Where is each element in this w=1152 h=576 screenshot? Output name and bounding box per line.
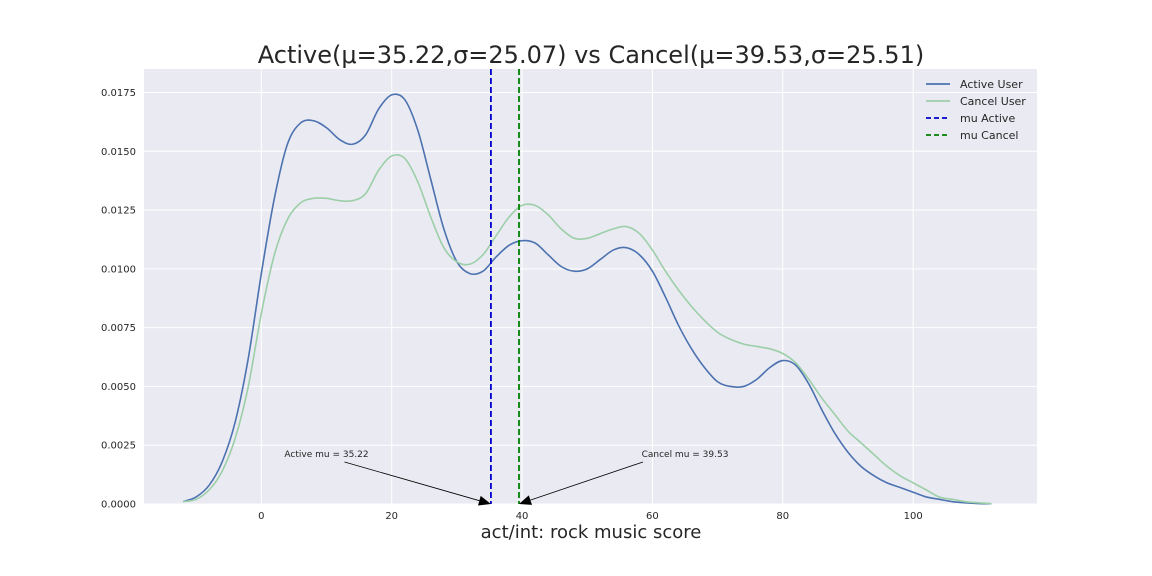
legend: Active User Cancel User mu Active mu Cancel — [926, 78, 1026, 142]
annotations: Active mu = 35.22 Cancel mu = 39.53 — [284, 450, 728, 506]
legend-label: mu Active — [960, 112, 1015, 125]
x-tick-label: 100 — [904, 511, 923, 522]
annotation-arrow-line — [530, 461, 644, 501]
y-tick-label: 0.0100 — [101, 264, 136, 275]
y-tick-label: 0.0075 — [101, 323, 136, 334]
y-tick-label: 0.0000 — [101, 500, 136, 511]
annotation-arrow-head — [478, 495, 491, 506]
x-tick-labels: 0 20 40 60 80 100 — [258, 511, 923, 522]
x-tick-label: 80 — [776, 511, 789, 522]
annotation-arrow-head — [519, 495, 532, 505]
plot-area — [144, 69, 1037, 504]
y-tick-label: 0.0150 — [101, 147, 136, 158]
annotation-arrow-line — [344, 461, 480, 502]
legend-label: Active User — [960, 78, 1023, 91]
x-tick-label: 0 — [258, 511, 264, 522]
series-line-active-user — [182, 93, 992, 505]
x-tick-label: 40 — [516, 511, 529, 522]
series-layer — [182, 93, 992, 505]
chart-title: Active(μ=35.22,σ=25.07) vs Cancel(μ=39.5… — [258, 41, 924, 69]
legend-label: Cancel User — [960, 95, 1026, 108]
cancel-mu-annotation: Cancel mu = 39.53 — [642, 450, 729, 460]
y-tick-label: 0.0050 — [101, 382, 136, 393]
x-tick-label: 20 — [385, 511, 398, 522]
mean-lines — [490, 69, 520, 504]
y-tick-label: 0.0175 — [101, 88, 136, 99]
x-tick-label: 60 — [646, 511, 659, 522]
legend-label: mu Cancel — [960, 129, 1018, 142]
y-tick-label: 0.0025 — [101, 441, 136, 452]
x-axis-label: act/int: rock music score — [481, 522, 702, 543]
series-line-cancel-user — [182, 153, 992, 505]
active-mu-annotation: Active mu = 35.22 — [284, 450, 368, 460]
y-tick-labels: 0.0000 0.0025 0.0050 0.0075 0.0100 0.0125 0.01… — [101, 88, 136, 510]
y-tick-label: 0.0125 — [101, 206, 136, 217]
